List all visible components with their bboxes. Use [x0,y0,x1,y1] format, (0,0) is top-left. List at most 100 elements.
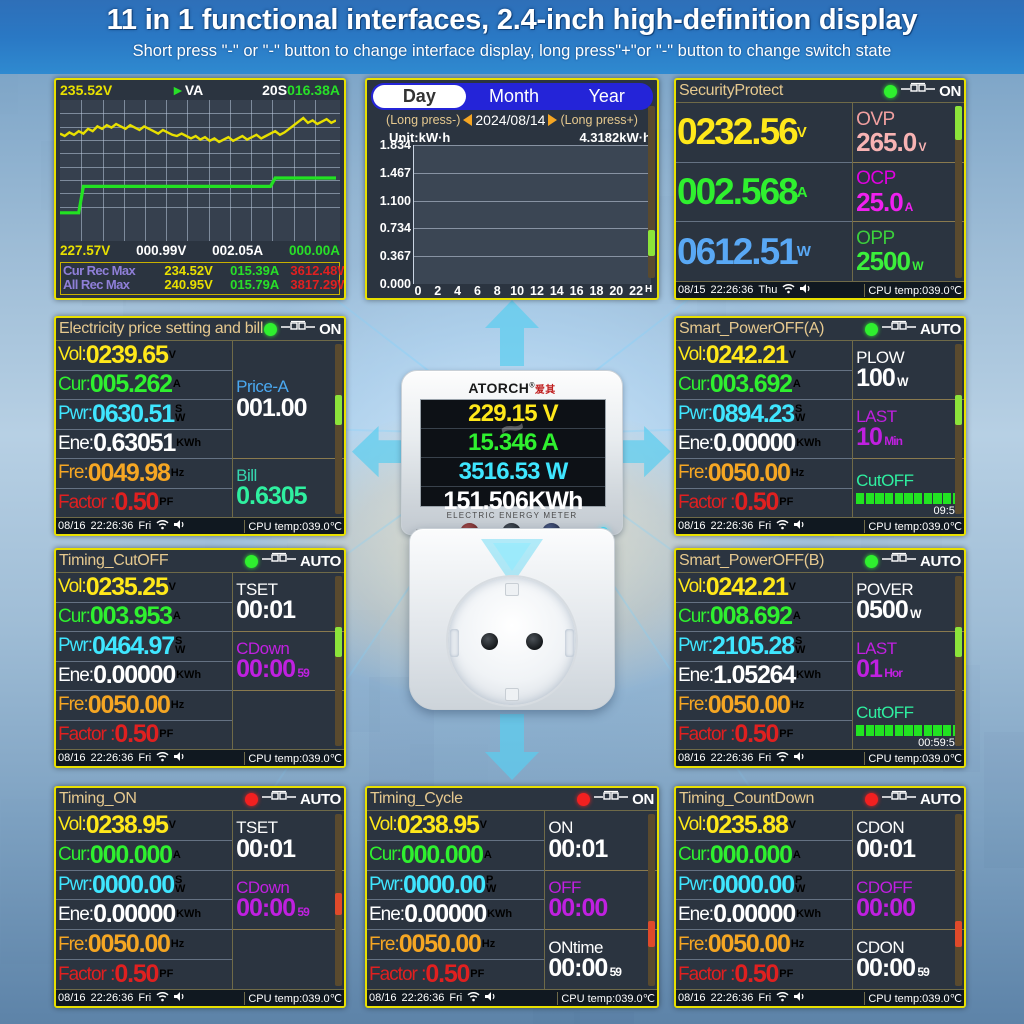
page-scroll-indicator[interactable] [335,576,342,746]
screen-smart-poweroff-b[interactable]: Smart_PowerOFF(B) AUTO Vol: 0242.21 V Cur: 008… [674,548,966,768]
screen-energy-chart[interactable]: Day Month Year (Long press-) 2024/08/14 (Long… [365,78,659,300]
device-head: ATORCH®爱其 229.15 V 15.346 A 3516.53 W 15… [401,370,623,548]
measure-row: Vol: 0238.95 V [56,811,233,841]
measure-value: 0232.56 [677,111,799,153]
measure-row: Vol: 0235.88 V [676,811,853,841]
detail-box[interactable]: CDOFF 00:00 [853,871,964,931]
detail-value: 00:01 [856,834,916,863]
detail-box[interactable]: LAST 10 Min [853,400,964,459]
measure-label: Vol: [58,344,87,366]
protection-limit-box[interactable]: OPP 2500 W [853,222,964,281]
detail-box[interactable]: CutOFF 09:59 [853,459,964,517]
unit-label: PF [779,728,794,741]
page-scroll-indicator[interactable] [955,576,962,746]
measure-label: Pwr: [678,403,713,425]
detail-box[interactable]: ON 00:01 [545,811,657,871]
detail-box[interactable]: CDown 00:00 59 [233,871,344,931]
measure-label: Pwr: [678,874,713,896]
detail-box[interactable]: OFF 00:00 [545,871,657,931]
detail-box[interactable]: LAST 01 Hor [853,632,964,691]
limit-label: OCP [856,168,896,190]
next-day-icon[interactable] [548,113,558,126]
detail-box[interactable]: CDON 00:01 [853,811,964,871]
detail-value: 01 Hor [856,655,903,684]
unit-label: PF [159,967,174,980]
tab-month[interactable]: Month [488,86,540,106]
detail-box[interactable]: CutOFF 00:59:59 [853,691,964,749]
relay-switch-icon [881,320,916,338]
screen-price-bill[interactable]: Electricity price setting and bill ON Vol:… [54,316,346,536]
detail-box[interactable]: Price-A 001.00 [233,341,344,459]
detail-box[interactable] [233,691,344,749]
detail-box[interactable]: TSET 00:01 [233,811,344,871]
detail-column: TSET 00:01 CDown 00:00 59 [233,573,344,749]
measure-value: 0242.21 [705,573,789,601]
page-scroll-indicator[interactable] [648,814,655,986]
chart-unit-label: Unit:kW·h [389,129,451,145]
screen-timing-cutoff[interactable]: Timing_CutOFF AUTO Vol: 0235.25 V Cur: 003.953… [54,548,346,768]
detail-label: ONtime [548,937,603,957]
measure-value: 005.262 [89,370,173,399]
speaker-icon [794,991,806,1005]
timing-cutoff-status-bar: 08/16 22:26:36 Fri CPU temp:039.0℃ [56,749,344,766]
page-header: 11 in 1 functional interfaces, 2.4-inch … [0,0,1024,74]
unit-label: A [172,378,181,391]
detail-box[interactable]: CDON 00:00 59 [853,930,964,989]
y-tick: 1.467 [379,165,411,180]
detail-column: POVER 0500 W LAST 01 Hor CutOFF 00:59:59 [853,573,964,749]
detail-label: LAST [856,406,897,426]
speaker-icon [174,751,186,765]
cutoff-progress-gauge [856,492,961,504]
x-tick: 4 [454,284,462,298]
waveform-current: 016.38A [287,82,340,98]
prev-day-icon[interactable] [463,113,473,126]
record-power: 3612.48W [290,262,346,278]
page-scroll-indicator[interactable] [648,106,655,278]
measure-row: Factor :0.50 PF [676,960,852,989]
detail-label: TSET [236,818,278,838]
measure-row: Pwr: 0000.00 P W [676,871,853,901]
unit-label: KWh [796,437,822,450]
measure-row: Fre: 0050.00 Hz [367,930,545,961]
detail-box[interactable]: TSET 00:01 [233,573,344,632]
measure-row: Factor :0.50 PF [676,489,852,518]
screen-smart-poweroff-a[interactable]: Smart_PowerOFF(A) AUTO Vol: 0242.21 V Cur: 003… [674,316,966,536]
screen-waveform[interactable]: 235.52V ► VA 20S 016.38A 227.57V 000.99V 002.05… [54,78,346,300]
relay-switch-icon [901,82,936,92]
detail-box[interactable]: POVER 0500 W [853,573,964,632]
screen-security-protect[interactable]: SecurityProtect ON 0232.56 V 002.568 A 0612.51… [674,78,966,300]
detail-box[interactable] [233,930,344,989]
measure-value: 0.50 [114,488,159,517]
page-scroll-indicator[interactable] [955,106,962,278]
measure-row: Ene: 0.00000 KWh [676,900,853,931]
tab-year[interactable]: Year [588,86,625,106]
measure-label: Ene: [678,432,714,454]
screen-timing-countdown[interactable]: Timing_CountDown AUTO Vol: 0235.88 V Cur: 000.… [674,786,966,1008]
timing-countdown-title-bar: Timing_CountDown AUTO [676,788,964,811]
detail-box[interactable]: CDown 00:00 59 [233,632,344,691]
panel-title: Timing_CutOFF [59,552,169,569]
screen-timing-on[interactable]: Timing_ON AUTO Vol: 0238.95 V Cur: 000.000 A Pwr… [54,786,346,1008]
detail-box[interactable]: PLOW 100 W [853,341,964,400]
screen-timing-cycle[interactable]: Timing_Cycle ON Vol: 0238.95 V Cur: 000.000 A Pw… [365,786,659,1008]
page-scroll-indicator[interactable] [335,344,342,514]
x-tick: 18 [589,284,604,298]
status-weekday: Fri [449,992,463,1004]
speaker-icon [794,752,804,761]
speaker-icon [800,283,812,297]
measure-row: Factor :0.50 PF [367,960,544,989]
detail-box[interactable]: ONtime 00:00 59 [545,930,657,989]
period-tabs[interactable]: Day Month Year [371,83,653,110]
page-scroll-indicator[interactable] [955,344,962,514]
protection-limit-box[interactable]: OCP 25.0 A [853,163,964,223]
protection-limit-box[interactable]: OVP 265.0 V [853,103,964,163]
measure-row: Pwr: 2105.28 S W [676,632,853,662]
page-scroll-indicator[interactable] [335,814,342,986]
detail-box[interactable]: Bill 0.6305 [233,459,344,517]
tab-day[interactable]: Day [373,85,466,108]
measure-row: Ene: 0.00000 KWh [56,900,233,931]
wifi-icon [776,520,789,530]
relay-switch-icon [594,790,629,808]
page-scroll-indicator[interactable] [955,814,962,986]
status-weekday: Fri [758,752,772,764]
